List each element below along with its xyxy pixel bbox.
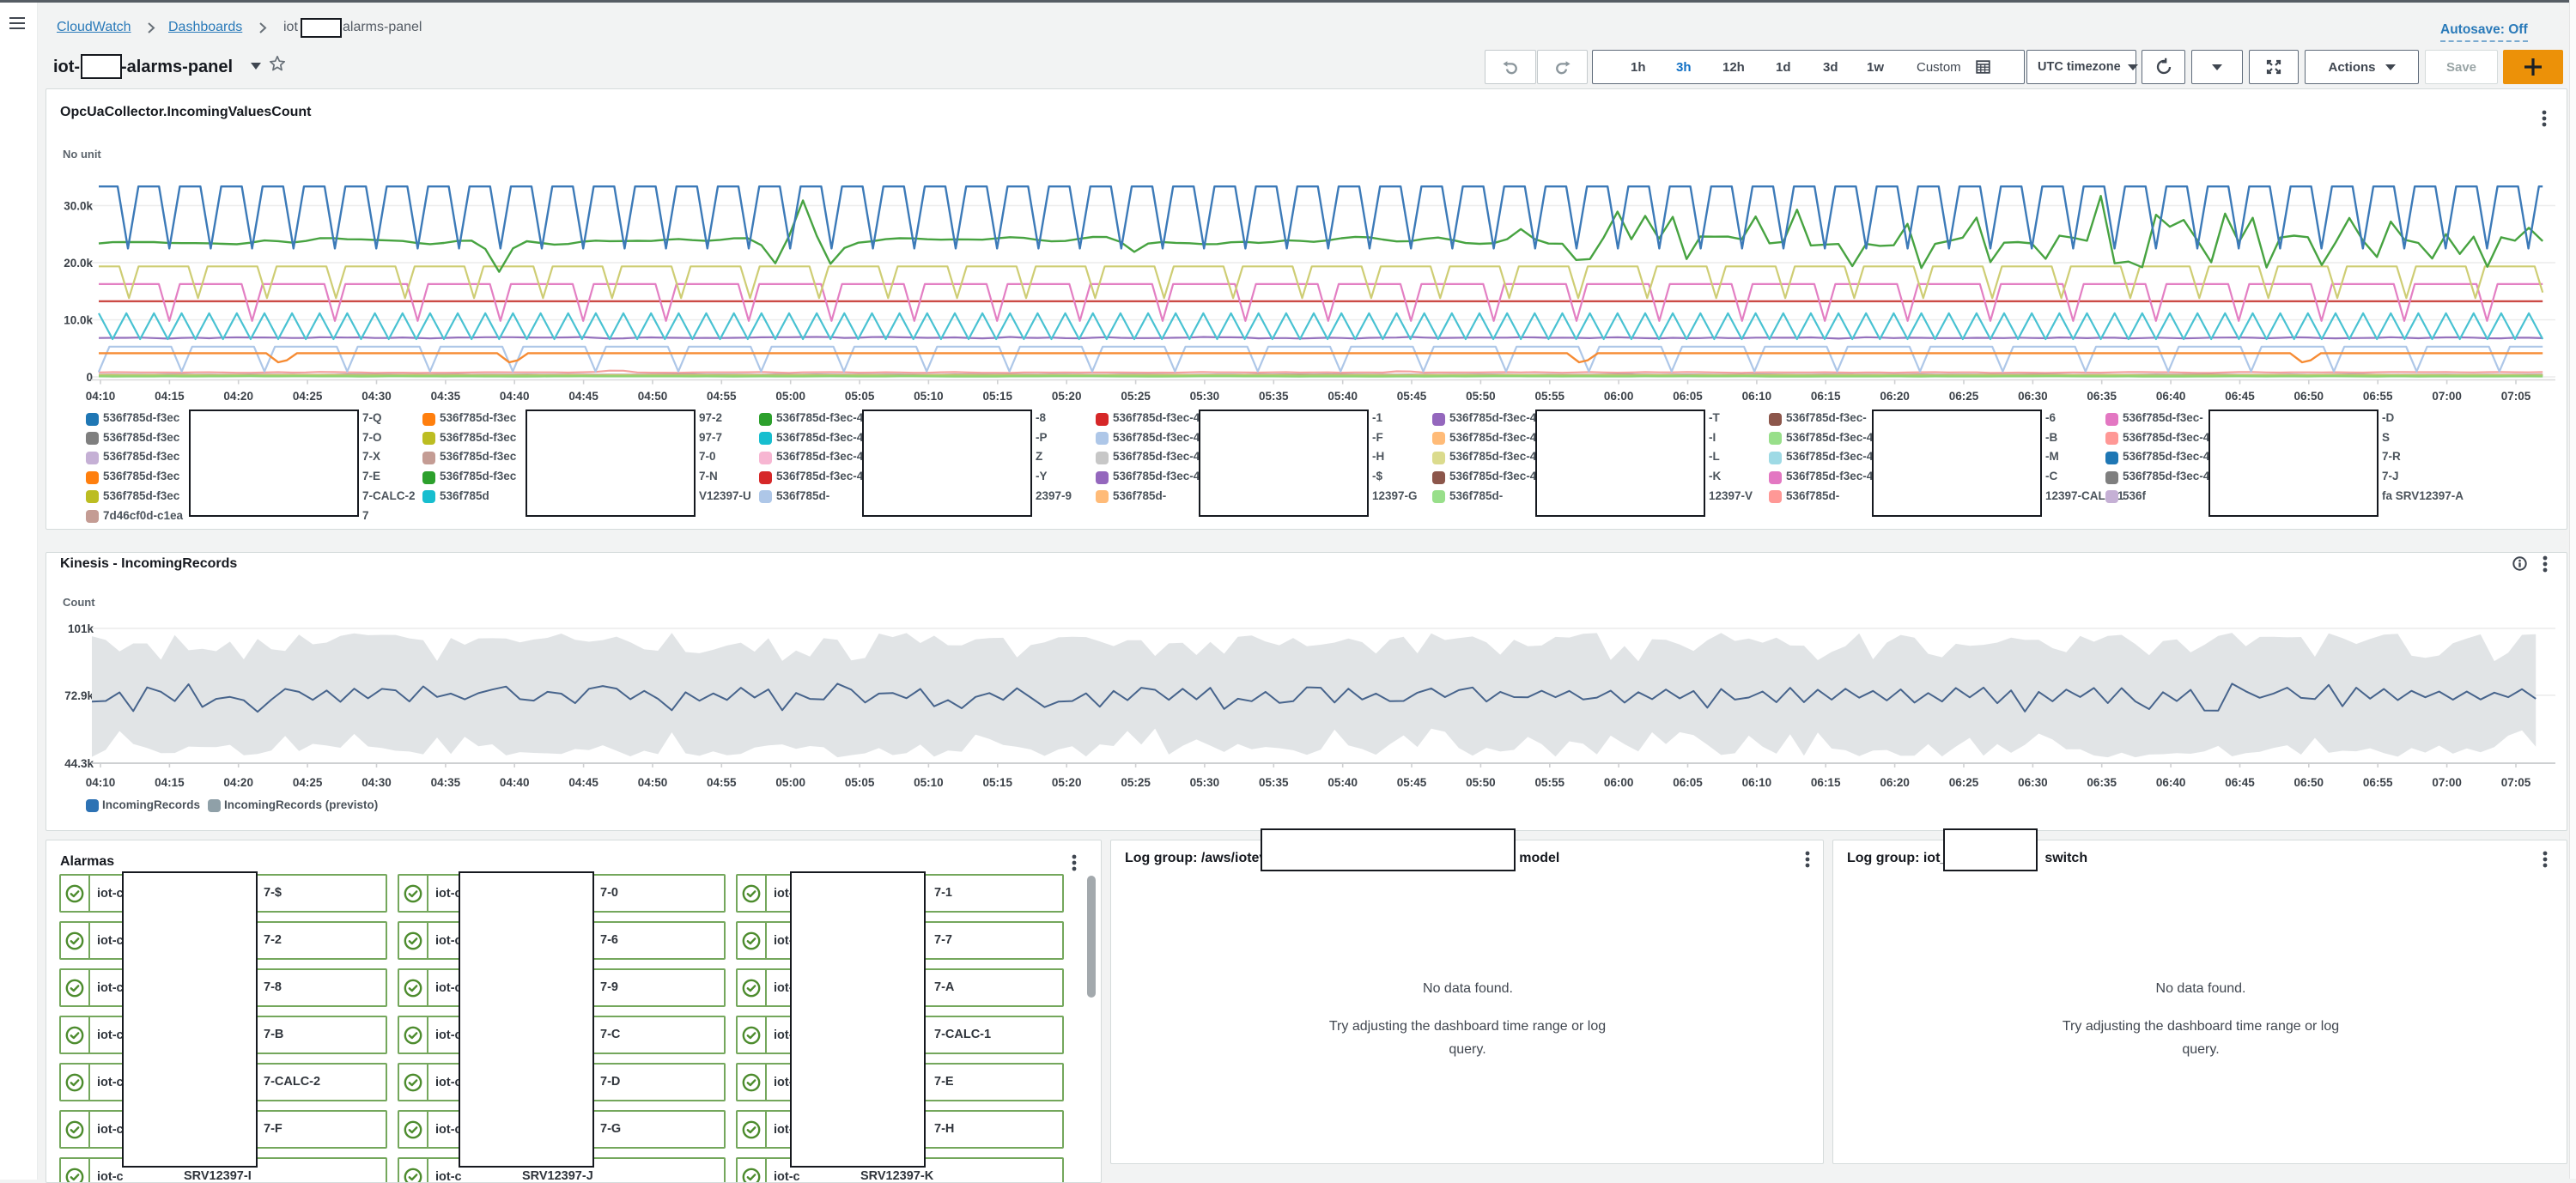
svg-text:06:05: 06:05 [1673,390,1703,403]
svg-text:04:20: 04:20 [223,776,253,789]
svg-text:05:05: 05:05 [845,390,875,403]
svg-text:06:25: 06:25 [1949,776,1979,789]
svg-text:05:40: 05:40 [1327,776,1358,789]
svg-text:10.0k: 10.0k [64,314,93,327]
svg-text:04:45: 04:45 [568,776,598,789]
svg-text:04:40: 04:40 [500,776,530,789]
svg-text:06:45: 06:45 [2225,776,2255,789]
svg-text:04:45: 04:45 [568,390,598,403]
svg-text:05:40: 05:40 [1327,390,1358,403]
svg-text:05:50: 05:50 [1466,390,1496,403]
svg-text:05:30: 05:30 [1190,776,1220,789]
svg-text:05:10: 05:10 [914,776,944,789]
svg-text:04:20: 04:20 [223,390,253,403]
svg-text:05:55: 05:55 [1535,390,1565,403]
svg-text:06:40: 06:40 [2156,776,2186,789]
svg-text:04:15: 04:15 [155,776,185,789]
svg-text:05:00: 05:00 [775,776,805,789]
svg-text:07:00: 07:00 [2432,776,2462,789]
svg-text:05:50: 05:50 [1466,776,1496,789]
svg-text:04:35: 04:35 [431,390,461,403]
svg-text:04:25: 04:25 [293,390,323,403]
svg-text:04:50: 04:50 [638,390,668,403]
svg-text:05:00: 05:00 [775,390,805,403]
svg-text:06:50: 06:50 [2294,776,2324,789]
svg-text:06:10: 06:10 [1742,776,1772,789]
svg-text:05:35: 05:35 [1259,776,1289,789]
svg-text:06:20: 06:20 [1880,776,1910,789]
svg-text:05:45: 05:45 [1397,390,1427,403]
svg-text:101k: 101k [68,622,94,635]
svg-text:04:55: 04:55 [707,390,737,403]
svg-text:05:20: 05:20 [1052,776,1082,789]
svg-text:06:55: 06:55 [2363,390,2393,403]
svg-text:06:25: 06:25 [1949,390,1979,403]
svg-text:04:55: 04:55 [707,776,737,789]
svg-text:05:15: 05:15 [983,776,1013,789]
svg-text:06:10: 06:10 [1742,390,1772,403]
svg-text:05:25: 05:25 [1121,776,1151,789]
svg-text:04:10: 04:10 [86,390,116,403]
svg-text:05:35: 05:35 [1259,390,1289,403]
svg-text:06:30: 06:30 [2018,390,2048,403]
svg-text:72.9k: 72.9k [64,689,94,702]
svg-text:07:05: 07:05 [2501,776,2531,789]
svg-text:04:35: 04:35 [431,776,461,789]
svg-text:05:15: 05:15 [983,390,1013,403]
svg-text:05:25: 05:25 [1121,390,1151,403]
svg-text:05:20: 05:20 [1052,390,1082,403]
svg-text:06:45: 06:45 [2225,390,2255,403]
svg-text:06:15: 06:15 [1811,390,1841,403]
svg-text:06:20: 06:20 [1880,390,1910,403]
svg-text:05:10: 05:10 [914,390,944,403]
svg-text:05:30: 05:30 [1190,390,1220,403]
svg-text:06:00: 06:00 [1604,776,1634,789]
svg-text:07:00: 07:00 [2432,390,2462,403]
svg-text:04:50: 04:50 [638,776,668,789]
svg-text:04:10: 04:10 [86,776,116,789]
svg-text:06:30: 06:30 [2018,776,2048,789]
svg-text:06:15: 06:15 [1811,776,1841,789]
svg-text:44.3k: 44.3k [64,757,94,770]
svg-text:05:45: 05:45 [1397,776,1427,789]
svg-text:06:35: 06:35 [2087,776,2117,789]
svg-text:04:30: 04:30 [361,390,392,403]
svg-text:06:55: 06:55 [2363,776,2393,789]
svg-text:06:40: 06:40 [2156,390,2186,403]
svg-text:07:05: 07:05 [2501,390,2531,403]
svg-text:20.0k: 20.0k [64,257,93,270]
svg-text:06:50: 06:50 [2294,390,2324,403]
svg-text:06:00: 06:00 [1604,390,1634,403]
svg-text:06:05: 06:05 [1673,776,1703,789]
svg-text:04:40: 04:40 [500,390,530,403]
svg-text:05:05: 05:05 [845,776,875,789]
svg-text:06:35: 06:35 [2087,390,2117,403]
svg-text:04:15: 04:15 [155,390,185,403]
svg-text:04:25: 04:25 [293,776,323,789]
svg-text:30.0k: 30.0k [64,200,93,213]
svg-text:04:30: 04:30 [361,776,392,789]
svg-text:0: 0 [86,371,93,384]
svg-text:05:55: 05:55 [1535,776,1565,789]
